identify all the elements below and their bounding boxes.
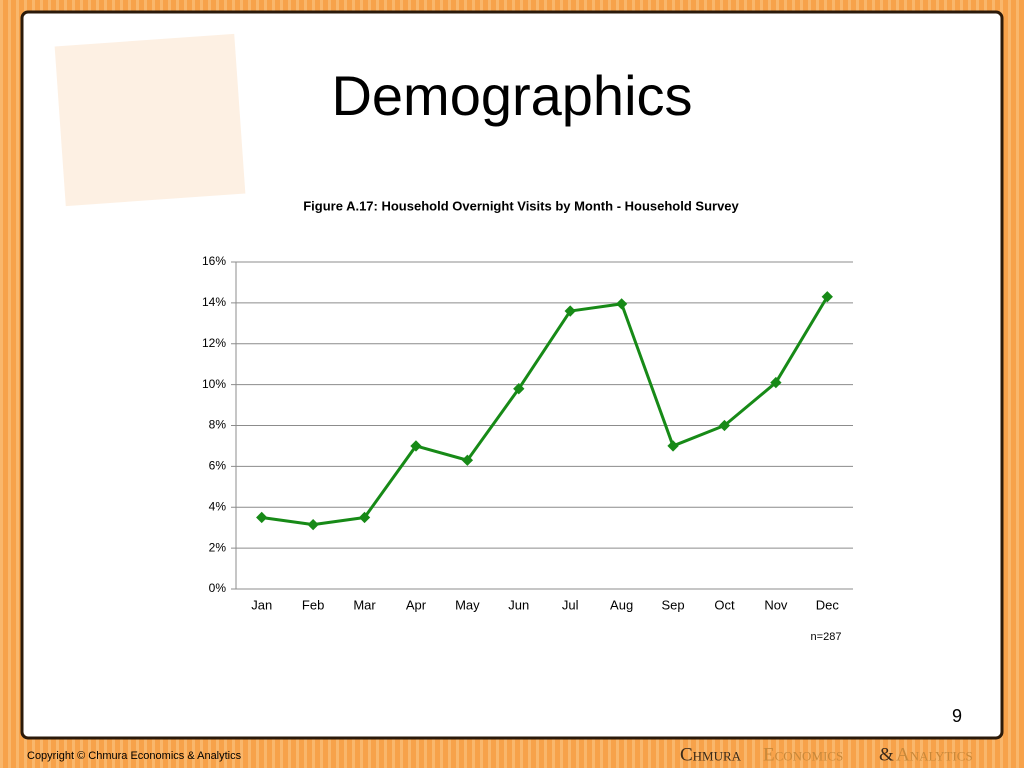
data-marker [513, 383, 525, 395]
x-tick-label: May [455, 597, 480, 612]
x-tick-label: Apr [406, 597, 427, 612]
logo-part: Chmura [680, 744, 742, 765]
data-marker [461, 454, 474, 466]
chart-title: Figure A.17: Household Overnight Visits … [303, 198, 739, 213]
data-marker [410, 440, 422, 452]
data-marker [667, 440, 679, 452]
page-number: 9 [952, 706, 962, 726]
data-marker [770, 376, 782, 389]
y-tick-label: 10% [202, 377, 226, 391]
y-tick-label: 14% [202, 295, 226, 309]
logo-part: & [879, 744, 894, 765]
y-tick-label: 16% [202, 254, 226, 268]
data-marker [358, 511, 371, 524]
y-tick-label: 4% [209, 499, 227, 513]
x-tick-label: Sep [661, 597, 684, 612]
logo-part: Analytics [896, 744, 973, 765]
x-tick-label: Aug [610, 597, 633, 612]
y-tick-label: 12% [202, 336, 226, 350]
x-tick-label: Mar [353, 597, 376, 612]
copyright: Copyright © Chmura Economics & Analytics [27, 750, 242, 762]
x-tick-label: Jul [562, 597, 579, 612]
logo: Chmura Economics & Analytics [680, 744, 973, 765]
y-tick-label: 2% [209, 540, 227, 554]
data-marker [256, 511, 268, 524]
y-tick-label: 0% [209, 581, 227, 595]
x-tick-label: Jun [508, 597, 529, 612]
x-tick-label: Nov [764, 597, 788, 612]
y-tick-label: 6% [209, 459, 227, 473]
slide-card [20, 10, 1004, 740]
sample-note: n=287 [811, 631, 842, 643]
x-tick-label: Jan [251, 597, 272, 612]
data-marker [564, 305, 576, 317]
x-tick-label: Feb [302, 597, 324, 612]
slide-title: Demographics [331, 64, 692, 127]
data-marker [821, 291, 833, 303]
data-line [261, 295, 829, 527]
logo-part: Economics [763, 744, 843, 765]
data-marker [307, 518, 319, 531]
data-marker [615, 298, 628, 310]
x-tick-label: Dec [816, 597, 840, 612]
y-tick-label: 8% [209, 418, 227, 432]
data-marker [718, 419, 731, 432]
x-tick-label: Oct [714, 597, 735, 612]
decor-note [54, 33, 246, 207]
